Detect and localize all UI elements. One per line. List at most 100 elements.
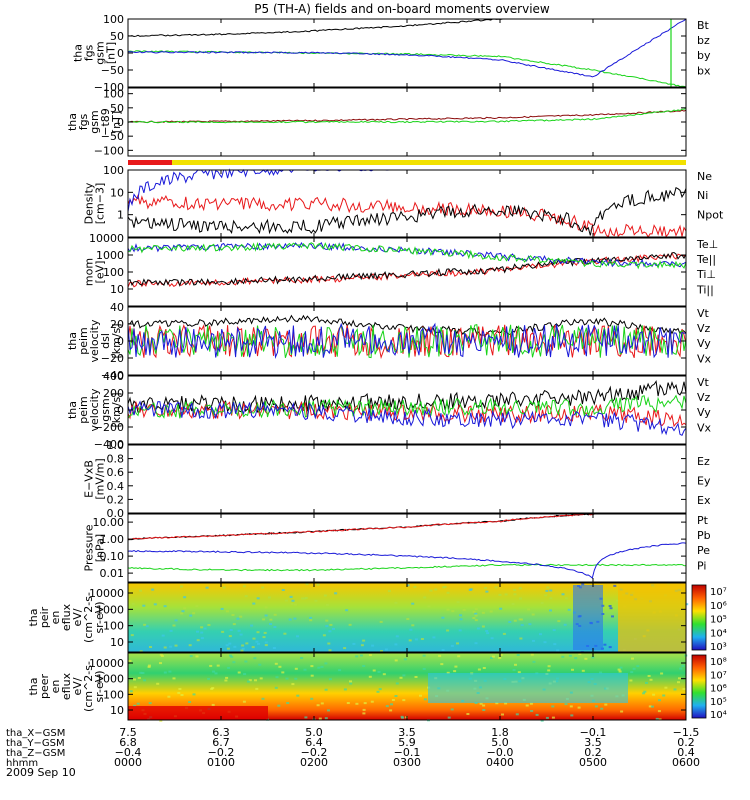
y-axis-label-line: gsm bbox=[94, 41, 107, 64]
heatmap-cell bbox=[530, 710, 534, 712]
heatmap-cell bbox=[447, 716, 451, 719]
heatmap-cell bbox=[264, 644, 268, 647]
heatmap-cell bbox=[372, 669, 376, 672]
heatmap-cell bbox=[395, 635, 399, 638]
heatmap-cell bbox=[564, 703, 568, 706]
heatmap-cell bbox=[264, 641, 268, 644]
heatmap-cell bbox=[174, 644, 178, 647]
heatmap-cell bbox=[239, 615, 243, 618]
heatmap-cell bbox=[647, 675, 651, 677]
orbit-value: 0500 bbox=[579, 756, 607, 769]
heatmap-cell bbox=[502, 632, 506, 635]
heatmap-cell bbox=[649, 678, 653, 681]
heatmap-cell bbox=[237, 629, 241, 632]
heatmap-cell bbox=[328, 678, 332, 681]
heatmap-cell bbox=[489, 610, 493, 613]
y-tick-label: 0.2 bbox=[107, 493, 125, 506]
heatmap-cell bbox=[474, 614, 478, 617]
y-axis-label-line: gsm bbox=[88, 110, 101, 133]
heatmap-cell bbox=[147, 664, 151, 667]
heatmap-cell bbox=[328, 630, 332, 633]
y-tick-label: 0 bbox=[117, 335, 124, 348]
heatmap-cell bbox=[133, 704, 137, 707]
heatmap-cell bbox=[129, 690, 133, 693]
y-axis-label-line: mom bbox=[83, 258, 96, 286]
heatmap-cell bbox=[294, 677, 298, 680]
panels-group: Btbzbybx100500−50−100thafgsgsm[nT]100500… bbox=[27, 13, 727, 722]
y-axis-label-line: [km/s] bbox=[110, 392, 123, 427]
heatmap-cell bbox=[352, 642, 356, 645]
legend-label-2: by bbox=[697, 49, 711, 62]
heatmap-cell bbox=[329, 623, 333, 626]
heatmap-cell bbox=[474, 642, 478, 645]
heatmap-cell bbox=[163, 605, 167, 608]
heatmap-cell bbox=[577, 706, 581, 709]
colorbar bbox=[691, 654, 707, 719]
heatmap-low-flux-band bbox=[428, 673, 628, 703]
heatmap-cell bbox=[482, 667, 486, 669]
heatmap-cell bbox=[618, 670, 622, 673]
legend-label-1: bz bbox=[697, 34, 710, 47]
heatmap-cell bbox=[250, 624, 254, 627]
heatmap-cell bbox=[281, 671, 285, 674]
y-tick-label: −20 bbox=[101, 352, 124, 365]
heatmap-cell bbox=[535, 713, 539, 716]
heatmap-cell bbox=[205, 586, 209, 589]
legend-label-1: Ey bbox=[697, 474, 711, 487]
y-axis-label: Density[cm−3] bbox=[83, 182, 107, 224]
heatmap-cell bbox=[545, 589, 549, 592]
heatmap-cell bbox=[629, 679, 633, 682]
orbit-value: 1.8 bbox=[491, 726, 509, 739]
heatmap-cell bbox=[508, 621, 512, 623]
heatmap-cell bbox=[349, 682, 353, 685]
y-tick-label: 40 bbox=[110, 301, 124, 314]
heatmap-cell bbox=[556, 649, 560, 652]
heatmap-cell bbox=[362, 639, 366, 642]
y-axis-label-line: peir bbox=[38, 606, 51, 628]
heatmap-cell bbox=[207, 677, 211, 680]
heatmap-cell bbox=[438, 654, 442, 657]
orbit-value: 0400 bbox=[486, 756, 514, 769]
heatmap-cell bbox=[163, 671, 167, 674]
orbit-value: 6.4 bbox=[305, 736, 323, 749]
heatmap-cell bbox=[244, 595, 248, 598]
heatmap-cell bbox=[411, 602, 415, 605]
y-tick-label: 0 bbox=[117, 47, 124, 60]
heatmap-cell bbox=[251, 646, 255, 649]
legend-label-2: Vy bbox=[697, 406, 711, 419]
heatmap-cell bbox=[498, 593, 502, 596]
heatmap-cell bbox=[332, 627, 335, 630]
heatmap-cell bbox=[253, 657, 257, 660]
heatmap-cell bbox=[304, 597, 308, 599]
series-line-Vx bbox=[127, 322, 687, 359]
heatmap-cell bbox=[481, 611, 485, 614]
y-axis-label: thapeimvelocitydsl[km/s] bbox=[66, 319, 123, 362]
heatmap-cell bbox=[677, 681, 680, 684]
heatmap-cell bbox=[458, 629, 462, 632]
heatmap-cell bbox=[257, 642, 260, 645]
heatmap-cell bbox=[459, 618, 463, 621]
heatmap-cell bbox=[133, 678, 136, 681]
panel-6: Vt Vz Vy Vx 400 200 0 −200 −400 thapeimvelocitygs… bbox=[66, 370, 712, 451]
y-axis-label-line: sr-eV) bbox=[93, 601, 106, 633]
heatmap-cell bbox=[274, 686, 278, 689]
heatmap-cell bbox=[196, 639, 200, 642]
heatmap-cell bbox=[303, 597, 307, 600]
heatmap-cell bbox=[225, 644, 229, 647]
heatmap-cell bbox=[314, 599, 318, 602]
heatmap-cell bbox=[453, 670, 457, 673]
heatmap-cell bbox=[248, 679, 252, 682]
y-axis-label: Pressure[nPa] bbox=[83, 524, 107, 571]
heatmap-cell bbox=[212, 670, 216, 673]
orbit-row-label: hhmm bbox=[6, 758, 38, 769]
heatmap-cell bbox=[399, 676, 403, 679]
y-axis-label: thapeerenefluxeV/(cm^2-s-sr-eV) bbox=[27, 661, 106, 712]
heatmap-cell bbox=[294, 667, 298, 670]
y-axis-label-line: peim bbox=[77, 396, 90, 424]
heatmap-cell bbox=[143, 679, 147, 682]
colorbar-tick-label: 10⁷ bbox=[710, 670, 727, 681]
legend-label-0: Te⊥ bbox=[696, 238, 718, 251]
heatmap-cell bbox=[406, 584, 410, 587]
y-axis-label-line: (cm^2-s- bbox=[82, 592, 95, 643]
